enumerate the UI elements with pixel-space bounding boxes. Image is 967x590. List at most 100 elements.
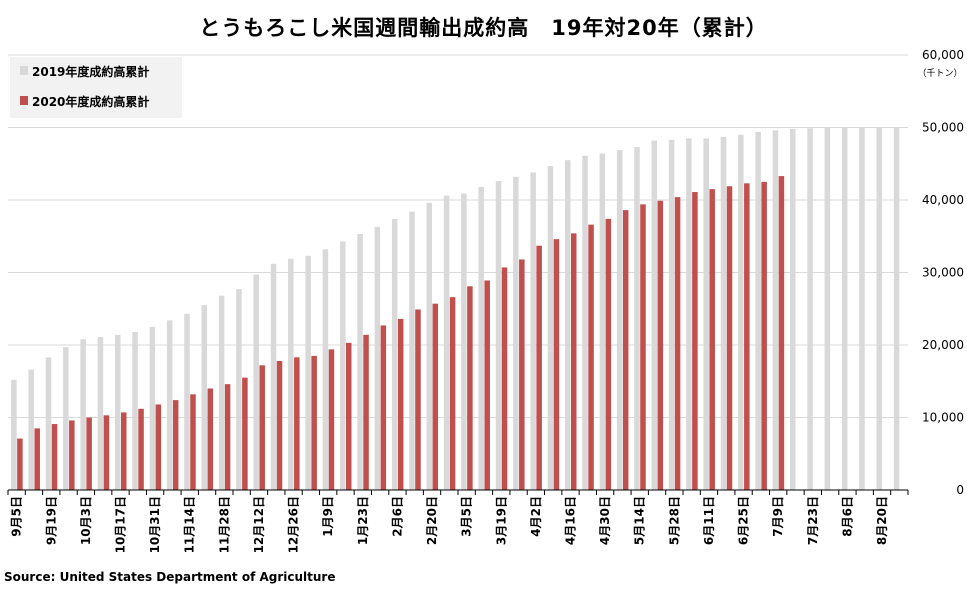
bar-2019 [149,326,156,490]
bar-2020 [571,233,577,490]
bar-2020 [346,342,352,490]
bar-2019 [391,218,398,490]
x-tick-label: 12月12日 [252,496,266,553]
x-tick-label: 5月14日 [633,496,647,545]
bar-2019 [443,195,450,490]
bar-2020 [484,280,490,490]
bar-2020 [224,384,231,490]
bar-2019 [686,138,692,490]
bar-2020 [17,438,23,490]
x-tick-label: 9月19日 [44,496,58,545]
x-tick-label: 2月20日 [425,496,439,545]
bar-2019 [115,334,121,490]
bar-2020 [259,365,265,490]
series-2019-bars [11,127,900,491]
x-tick-label: 10月31日 [148,496,162,553]
bar-2019 [45,357,52,490]
bar-2019 [668,139,675,490]
x-tick-label: 4月30日 [598,496,612,545]
bar-2020 [415,309,421,490]
bar-2019 [80,339,86,490]
bar-2019 [616,149,623,490]
bar-2020 [155,404,162,490]
x-tick-label: 11月14日 [183,496,197,553]
bar-2019 [807,128,813,490]
bar-2019 [634,147,640,490]
bar-2019 [305,255,311,490]
x-tick-label: 1月9日 [321,496,335,537]
bar-2020 [397,318,404,490]
bar-2020 [709,189,715,490]
bar-2019 [790,128,796,490]
x-tick-label: 7月9日 [771,496,785,537]
bar-2020 [103,415,110,490]
bar-2019 [893,127,900,490]
x-axis-ticks [7,490,909,495]
y-tick-label: 60,000 [922,48,964,62]
bar-2019 [166,320,173,490]
x-tick-label: 6月11日 [702,496,716,545]
x-tick-label: 1月23日 [356,496,370,545]
bar-2020 [190,394,196,490]
bar-2020 [363,334,369,490]
x-tick-label: 3月5日 [460,496,474,537]
bar-2020 [657,200,664,490]
bar-2020 [86,417,92,490]
bar-2020 [519,259,525,490]
bar-2020 [207,388,214,490]
bar-2019 [409,211,415,490]
bar-2020 [172,400,179,490]
bar-2019 [495,181,502,490]
bar-2020 [51,424,58,490]
x-tick-label: 12月26日 [287,496,301,553]
bar-2020 [311,355,317,490]
bar-2019 [599,153,606,490]
bar-2020 [328,349,335,490]
y-tick-label: 50,000 [922,121,964,135]
bar-2020 [726,186,733,490]
bar-2019 [97,337,104,490]
bar-2020 [34,428,40,490]
bar-2019 [582,155,588,490]
legend-swatch-2020 [20,96,28,105]
bar-2020 [622,210,629,490]
bar-2019 [703,138,709,490]
x-tick-label: 7月23日 [806,496,820,545]
x-axis-labels: 9月5日 9月19日 10月3日 10月17日 10月31日 11月14日 11月28日 12… [10,496,889,553]
legend-label-2020: 2020年度成約高累計 [32,94,149,109]
bar-2020 [761,181,767,490]
y-axis-labels: 0 10,000 20,000 30,000 40,000 50,000 60,000 [922,48,964,497]
bar-2019 [755,131,761,490]
bar-2019 [478,186,484,490]
bar-2020 [69,420,75,490]
x-tick-label: 10月17日 [114,496,128,553]
bar-2020 [778,176,785,490]
bar-2019 [513,176,519,491]
bar-2019 [841,127,848,490]
source-note: Source: United States Department of Agri… [4,570,336,584]
bar-2020 [242,377,248,490]
bar-2019 [547,165,554,491]
legend-background [10,57,182,118]
bar-2020 [605,218,612,490]
bar-2019 [288,258,294,490]
bar-2019 [565,160,571,490]
bar-2019 [270,263,277,490]
bar-2019 [651,140,658,491]
bar-2019 [824,127,831,490]
bar-2019 [876,127,883,490]
y-tick-label: 10,000 [922,411,964,425]
x-tick-label: 3月19日 [494,496,508,545]
x-tick-label: 4月2日 [529,496,543,537]
bar-2019 [340,241,346,490]
bar-2020 [588,224,594,490]
bar-2019 [461,193,467,490]
y-tick-label: 0 [956,483,964,497]
chart-title: とうもろこし米国週間輸出成約高 19年対20年（累計） [199,16,768,40]
bar-2019 [530,172,536,490]
bar-2019 [426,202,433,490]
bar-2019 [201,305,208,490]
series-2020-bars [17,176,785,490]
bar-2020 [501,267,508,490]
bar-2019 [720,136,727,491]
